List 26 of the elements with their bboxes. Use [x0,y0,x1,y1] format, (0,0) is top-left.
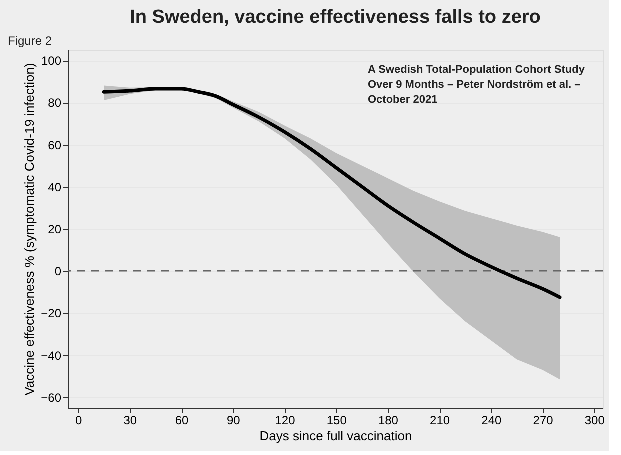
chart-title: In Sweden, vaccine effectiveness falls to zero [130,7,541,28]
x-tick-label: 300 [584,414,606,428]
y-tick-label: 40 [48,180,62,194]
y-tick-label: −20 [41,306,62,321]
x-tick-label: 270 [533,414,554,428]
x-tick-label: 210 [430,414,450,428]
y-tick-label: 20 [48,222,62,236]
caption: Figure 2 [8,34,52,48]
y-tick-label: 0 [54,264,62,279]
x-tick-label: 120 [275,414,296,428]
x-axis-title: Days since full vaccination [260,428,412,444]
y-tick-label: −60 [41,390,62,405]
x-tick-label: 60 [175,414,190,428]
y-tick-label: −40 [41,348,62,363]
x-tick-label: 0 [75,414,82,428]
x-tick-label: 90 [226,414,241,428]
y-tick-label: 60 [48,138,62,152]
y-tick-label: 80 [48,96,62,110]
line-series [102,87,562,300]
y-tick-label: 100 [41,54,62,68]
x-tick-label: 180 [378,414,399,428]
x-tick-label: 240 [482,414,502,428]
annotation: A Swedish Total-Population Cohort Study Over 9 Months – Peter Nordström et al. – October 2021 [368,64,586,106]
x-tick-label: 30 [124,414,138,428]
x-tick-label: 150 [326,414,348,428]
y-axis-title: Vaccine effectiveness % (symptomatic Covid-19 infection) [22,63,38,396]
